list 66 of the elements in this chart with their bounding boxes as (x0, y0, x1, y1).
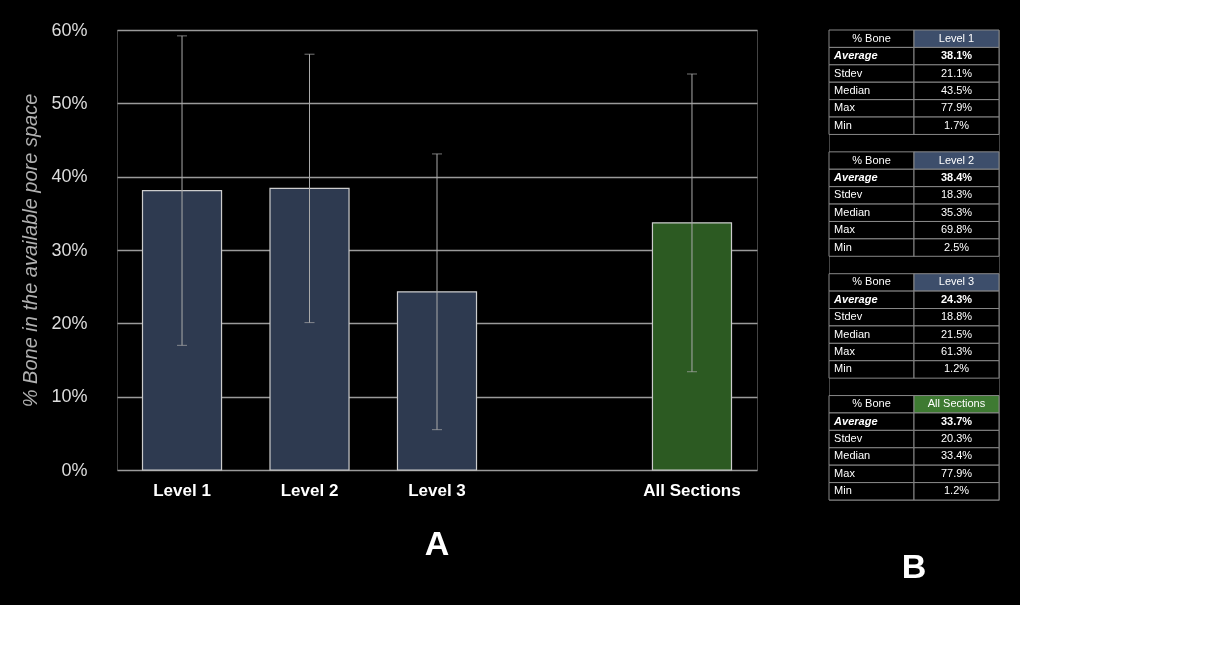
y-tick-label: 60% (51, 19, 88, 40)
text: 61.3% (940, 345, 973, 358)
y-tick-label: 50% (51, 92, 88, 113)
text: 20.3% (940, 432, 973, 445)
text: Median (834, 83, 871, 96)
y-axis-title: % Bone in the available pore space (19, 93, 42, 408)
y-tick-label: 30% (51, 239, 88, 260)
text: Average (833, 292, 878, 305)
bar (396, 291, 478, 471)
text: 1.2% (943, 362, 970, 375)
text: 21.5% (940, 327, 973, 340)
x-tick-label: Level 1 (153, 480, 211, 500)
text: 2.5% (943, 240, 970, 253)
text: 77.9% (940, 466, 973, 479)
text: Average (833, 49, 878, 62)
text: 33.4% (940, 449, 973, 462)
text: 1.2% (943, 484, 970, 497)
text: 38.4% (940, 170, 973, 183)
text: 1.7% (943, 118, 970, 131)
text: A (424, 524, 450, 562)
text: All Sections (927, 397, 986, 410)
text: 69.8% (940, 223, 973, 236)
y-tick-label: 10% (51, 386, 88, 407)
text: Level 3 (938, 275, 975, 288)
bar (269, 187, 350, 471)
text: 38.1% (940, 49, 973, 62)
bar (651, 222, 733, 471)
text: % Bone (852, 31, 891, 44)
text: Level 2 (938, 153, 975, 166)
text: Median (834, 327, 871, 340)
text: Stdev (834, 66, 863, 79)
text: 77.9% (940, 101, 973, 114)
text: Min (834, 118, 852, 131)
text: 18.8% (940, 310, 973, 323)
text: Average (833, 414, 878, 427)
text: Median (834, 205, 871, 218)
x-tick-label: Level 2 (280, 480, 339, 500)
text: % Bone (852, 153, 891, 166)
text: Max (834, 466, 856, 479)
text: % Bone (852, 397, 891, 410)
text: Stdev (834, 310, 863, 323)
text: Median (834, 449, 871, 462)
text: 33.7% (940, 414, 973, 427)
text: Min (834, 484, 852, 497)
x-tick-label: All Sections (643, 480, 741, 500)
bar (141, 190, 223, 471)
text: 35.3% (940, 205, 973, 218)
x-tick-label: Level 3 (408, 480, 466, 500)
y-tick-label: 0% (61, 459, 88, 480)
text: Max (834, 223, 856, 236)
text: Level 1 (938, 31, 975, 44)
text: Stdev (834, 432, 863, 445)
text: Stdev (834, 188, 863, 201)
text: 43.5% (940, 83, 973, 96)
text: Max (834, 345, 856, 358)
text: B (901, 546, 927, 585)
text: Min (834, 240, 852, 253)
text: Min (834, 362, 852, 375)
text: 21.1% (940, 66, 973, 79)
text: 18.3% (940, 188, 973, 201)
text: 24.3% (940, 292, 973, 305)
text: Max (834, 101, 856, 114)
text: Average (833, 170, 878, 183)
text: % Bone (852, 275, 891, 288)
y-tick-label: 40% (51, 166, 88, 187)
y-tick-label: 20% (51, 312, 88, 333)
